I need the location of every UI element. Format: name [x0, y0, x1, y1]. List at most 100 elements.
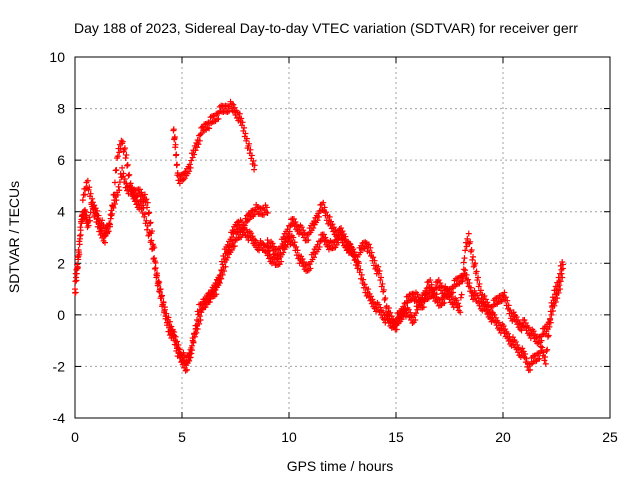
data-point — [448, 293, 455, 300]
data-point — [465, 230, 472, 237]
data-point — [530, 328, 537, 335]
data-point — [300, 258, 307, 265]
grid — [75, 57, 610, 418]
data-point — [164, 319, 171, 326]
data-point — [156, 286, 163, 293]
data-point — [315, 213, 322, 220]
data-point — [539, 344, 546, 351]
data-point — [393, 326, 400, 333]
data-point — [251, 166, 258, 173]
data-point — [264, 210, 271, 217]
data-point — [73, 270, 80, 277]
data-point — [467, 284, 474, 291]
data-point — [463, 271, 470, 278]
data-point — [412, 317, 419, 324]
data-point — [160, 299, 167, 306]
data-point — [193, 144, 200, 151]
data-point — [495, 319, 502, 326]
data-point — [192, 147, 199, 154]
data-point — [380, 309, 387, 316]
data-point — [146, 209, 153, 216]
data-point — [521, 317, 528, 324]
y-tick-label: 2 — [57, 255, 65, 271]
data-point — [98, 227, 105, 234]
data-point — [320, 199, 327, 206]
x-tick-label: 5 — [178, 429, 186, 445]
data-point — [509, 334, 516, 341]
data-point — [197, 131, 204, 138]
data-point — [482, 296, 489, 303]
data-point — [121, 145, 128, 152]
data-point — [183, 366, 190, 373]
data-point — [557, 278, 564, 285]
data-point — [472, 260, 479, 267]
data-point — [127, 180, 134, 187]
data-point — [473, 268, 480, 275]
data-point — [546, 323, 553, 330]
data-point — [138, 189, 145, 196]
data-point — [101, 239, 108, 246]
data-point — [228, 234, 235, 241]
data-point — [89, 195, 96, 202]
data-point — [136, 186, 143, 193]
data-point — [280, 249, 287, 256]
data-point — [188, 350, 195, 357]
data-point — [238, 219, 245, 226]
data-point — [355, 258, 362, 265]
data-point — [467, 238, 474, 245]
data-point — [144, 204, 151, 211]
data-point — [111, 179, 118, 186]
data-point — [371, 257, 378, 264]
data-point — [154, 270, 161, 277]
data-point — [109, 203, 116, 210]
data-point — [368, 249, 375, 256]
data-point — [412, 310, 419, 317]
data-point — [417, 302, 424, 309]
data-point — [174, 170, 181, 177]
data-point — [504, 330, 511, 337]
data-point — [264, 237, 271, 244]
data-point — [314, 217, 321, 224]
data-point — [82, 208, 89, 215]
data-point — [507, 307, 514, 314]
data-point — [94, 215, 101, 222]
data-point — [198, 309, 205, 316]
data-point — [199, 305, 206, 312]
data-point — [106, 220, 113, 227]
data-points — [72, 98, 566, 374]
data-point — [409, 320, 416, 327]
data-point — [87, 190, 94, 197]
data-point — [559, 265, 566, 272]
data-point — [188, 342, 195, 349]
data-point — [195, 141, 202, 148]
plot-frame — [74, 56, 611, 419]
data-point — [428, 281, 435, 288]
data-point — [310, 254, 317, 261]
data-point — [360, 276, 367, 283]
data-point — [144, 199, 151, 206]
data-point — [457, 294, 464, 301]
x-tick-label: 20 — [495, 429, 511, 445]
data-point — [143, 196, 150, 203]
data-point — [316, 243, 323, 250]
data-point — [502, 326, 509, 333]
data-point — [376, 268, 383, 275]
data-point — [76, 235, 83, 242]
data-point — [552, 298, 559, 305]
data-point — [249, 233, 256, 240]
data-point — [107, 211, 114, 218]
data-point — [215, 115, 222, 122]
data-point — [242, 130, 249, 137]
data-point — [522, 320, 529, 327]
data-point — [476, 280, 483, 287]
data-point — [173, 151, 180, 158]
data-point — [484, 299, 491, 306]
data-point — [502, 294, 509, 301]
data-point — [123, 151, 130, 158]
y-tick-label: 4 — [57, 204, 65, 220]
data-point — [322, 234, 329, 241]
data-point — [248, 152, 255, 159]
data-point — [231, 104, 238, 111]
data-point — [470, 253, 477, 260]
data-point — [124, 162, 131, 169]
